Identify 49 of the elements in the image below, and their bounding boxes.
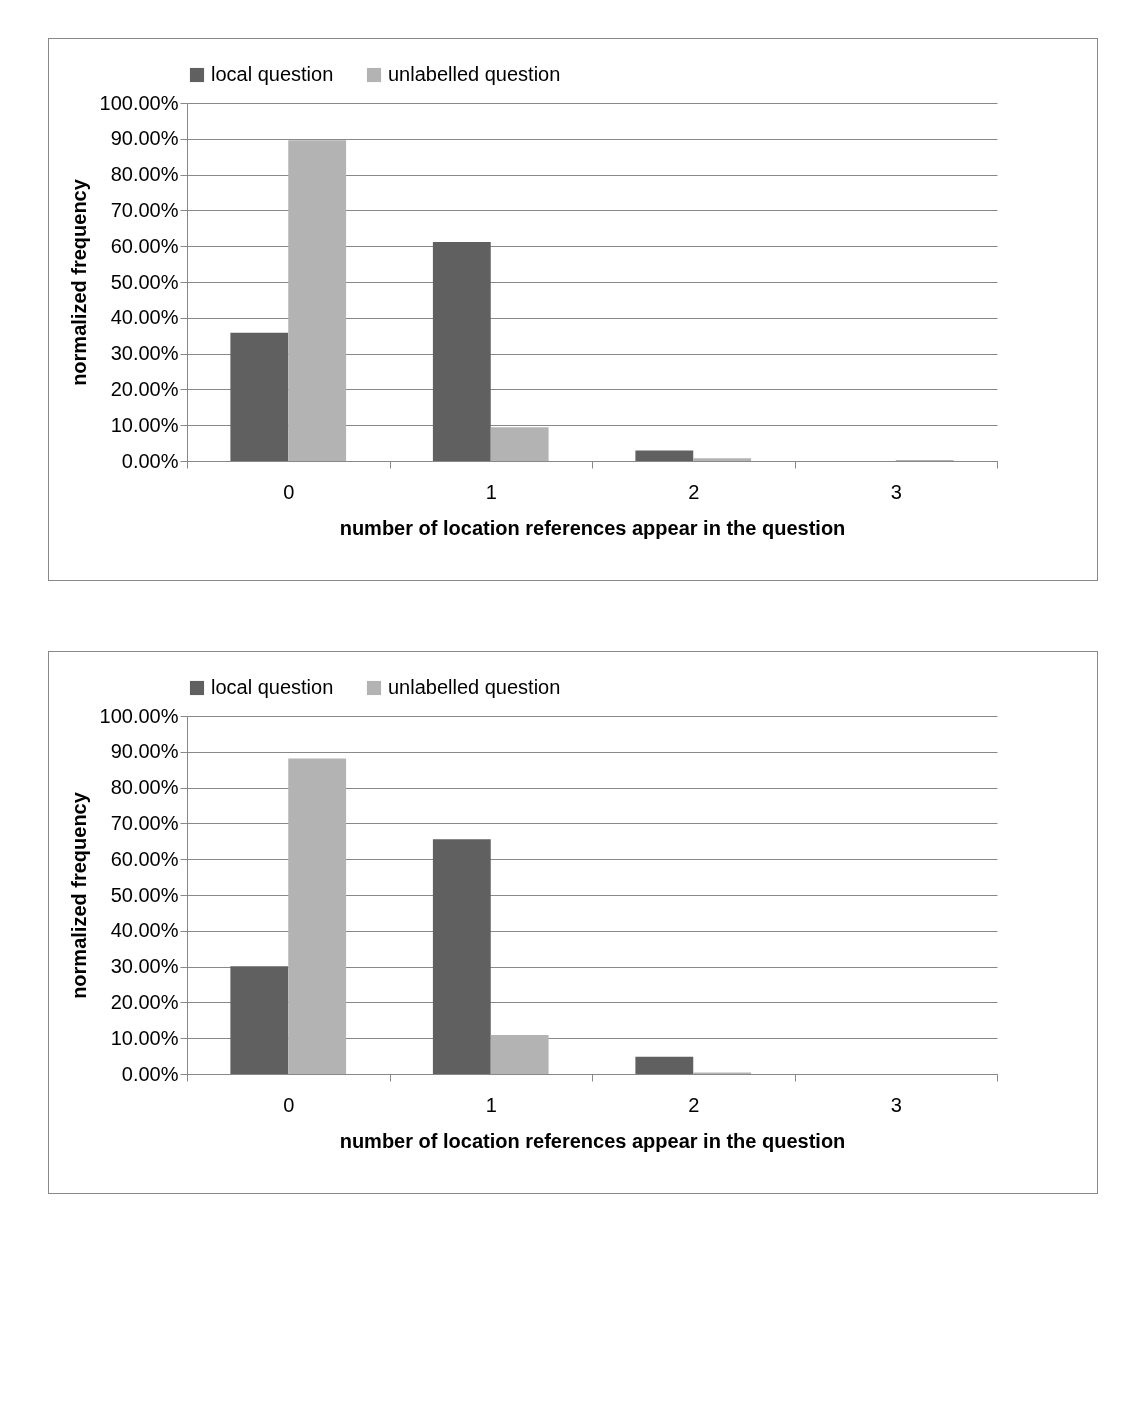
bar xyxy=(432,241,491,461)
y-tick-label: 40.00% xyxy=(110,919,179,942)
y-tick-label: 40.00% xyxy=(110,306,179,329)
y-tick-label: 70.00% xyxy=(110,198,179,221)
y-tick-label: 90.00% xyxy=(110,740,179,763)
y-tick-label: 80.00% xyxy=(110,163,179,186)
y-tick-label: 10.00% xyxy=(110,413,179,436)
y-tick-label: 70.00% xyxy=(110,811,179,834)
bar xyxy=(230,966,289,1074)
y-tick-label: 80.00% xyxy=(110,776,179,799)
x-tick-label: 1 xyxy=(485,1093,497,1116)
bar xyxy=(288,758,347,1074)
y-tick-label: 30.00% xyxy=(110,955,179,978)
bar xyxy=(635,450,694,461)
x-tick-label: 3 xyxy=(890,480,902,503)
x-tick-label: 0 xyxy=(283,1093,295,1116)
y-tick-label: 20.00% xyxy=(110,990,179,1013)
bar xyxy=(693,458,752,461)
x-tick-label: 2 xyxy=(688,480,700,503)
y-tick-label: 60.00% xyxy=(110,847,179,870)
x-axis-title: number of location references appear in the question xyxy=(339,1129,846,1152)
bar xyxy=(288,140,347,461)
x-tick-label: 2 xyxy=(688,1093,700,1116)
legend-label: local question xyxy=(211,63,334,85)
y-tick-label: 0.00% xyxy=(121,1062,179,1085)
y-tick-label: 50.00% xyxy=(110,883,179,906)
legend-label: local question xyxy=(211,676,334,698)
x-tick-label: 0 xyxy=(283,480,295,503)
y-tick-label: 50.00% xyxy=(110,270,179,293)
bar xyxy=(490,1034,549,1074)
x-axis-title: number of location references appear in the question xyxy=(339,516,846,539)
bar xyxy=(432,839,491,1074)
bar xyxy=(490,427,549,461)
x-tick-label: 3 xyxy=(890,1093,902,1116)
y-axis-title: normalized frequency xyxy=(67,791,90,999)
y-tick-label: 30.00% xyxy=(110,342,179,365)
y-tick-label: 90.00% xyxy=(110,127,179,150)
legend-label: unlabelled question xyxy=(388,676,561,698)
y-tick-label: 0.00% xyxy=(121,449,179,472)
bar xyxy=(230,332,289,461)
y-tick-label: 20.00% xyxy=(110,377,179,400)
legend-label: unlabelled question xyxy=(388,63,561,85)
y-tick-label: 100.00% xyxy=(99,704,179,727)
y-tick-label: 60.00% xyxy=(110,234,179,257)
bar xyxy=(635,1056,694,1074)
y-axis-title: normalized frequency xyxy=(67,178,90,386)
x-tick-label: 1 xyxy=(485,480,497,503)
y-tick-label: 10.00% xyxy=(110,1026,179,1049)
y-tick-label: 100.00% xyxy=(99,91,179,114)
